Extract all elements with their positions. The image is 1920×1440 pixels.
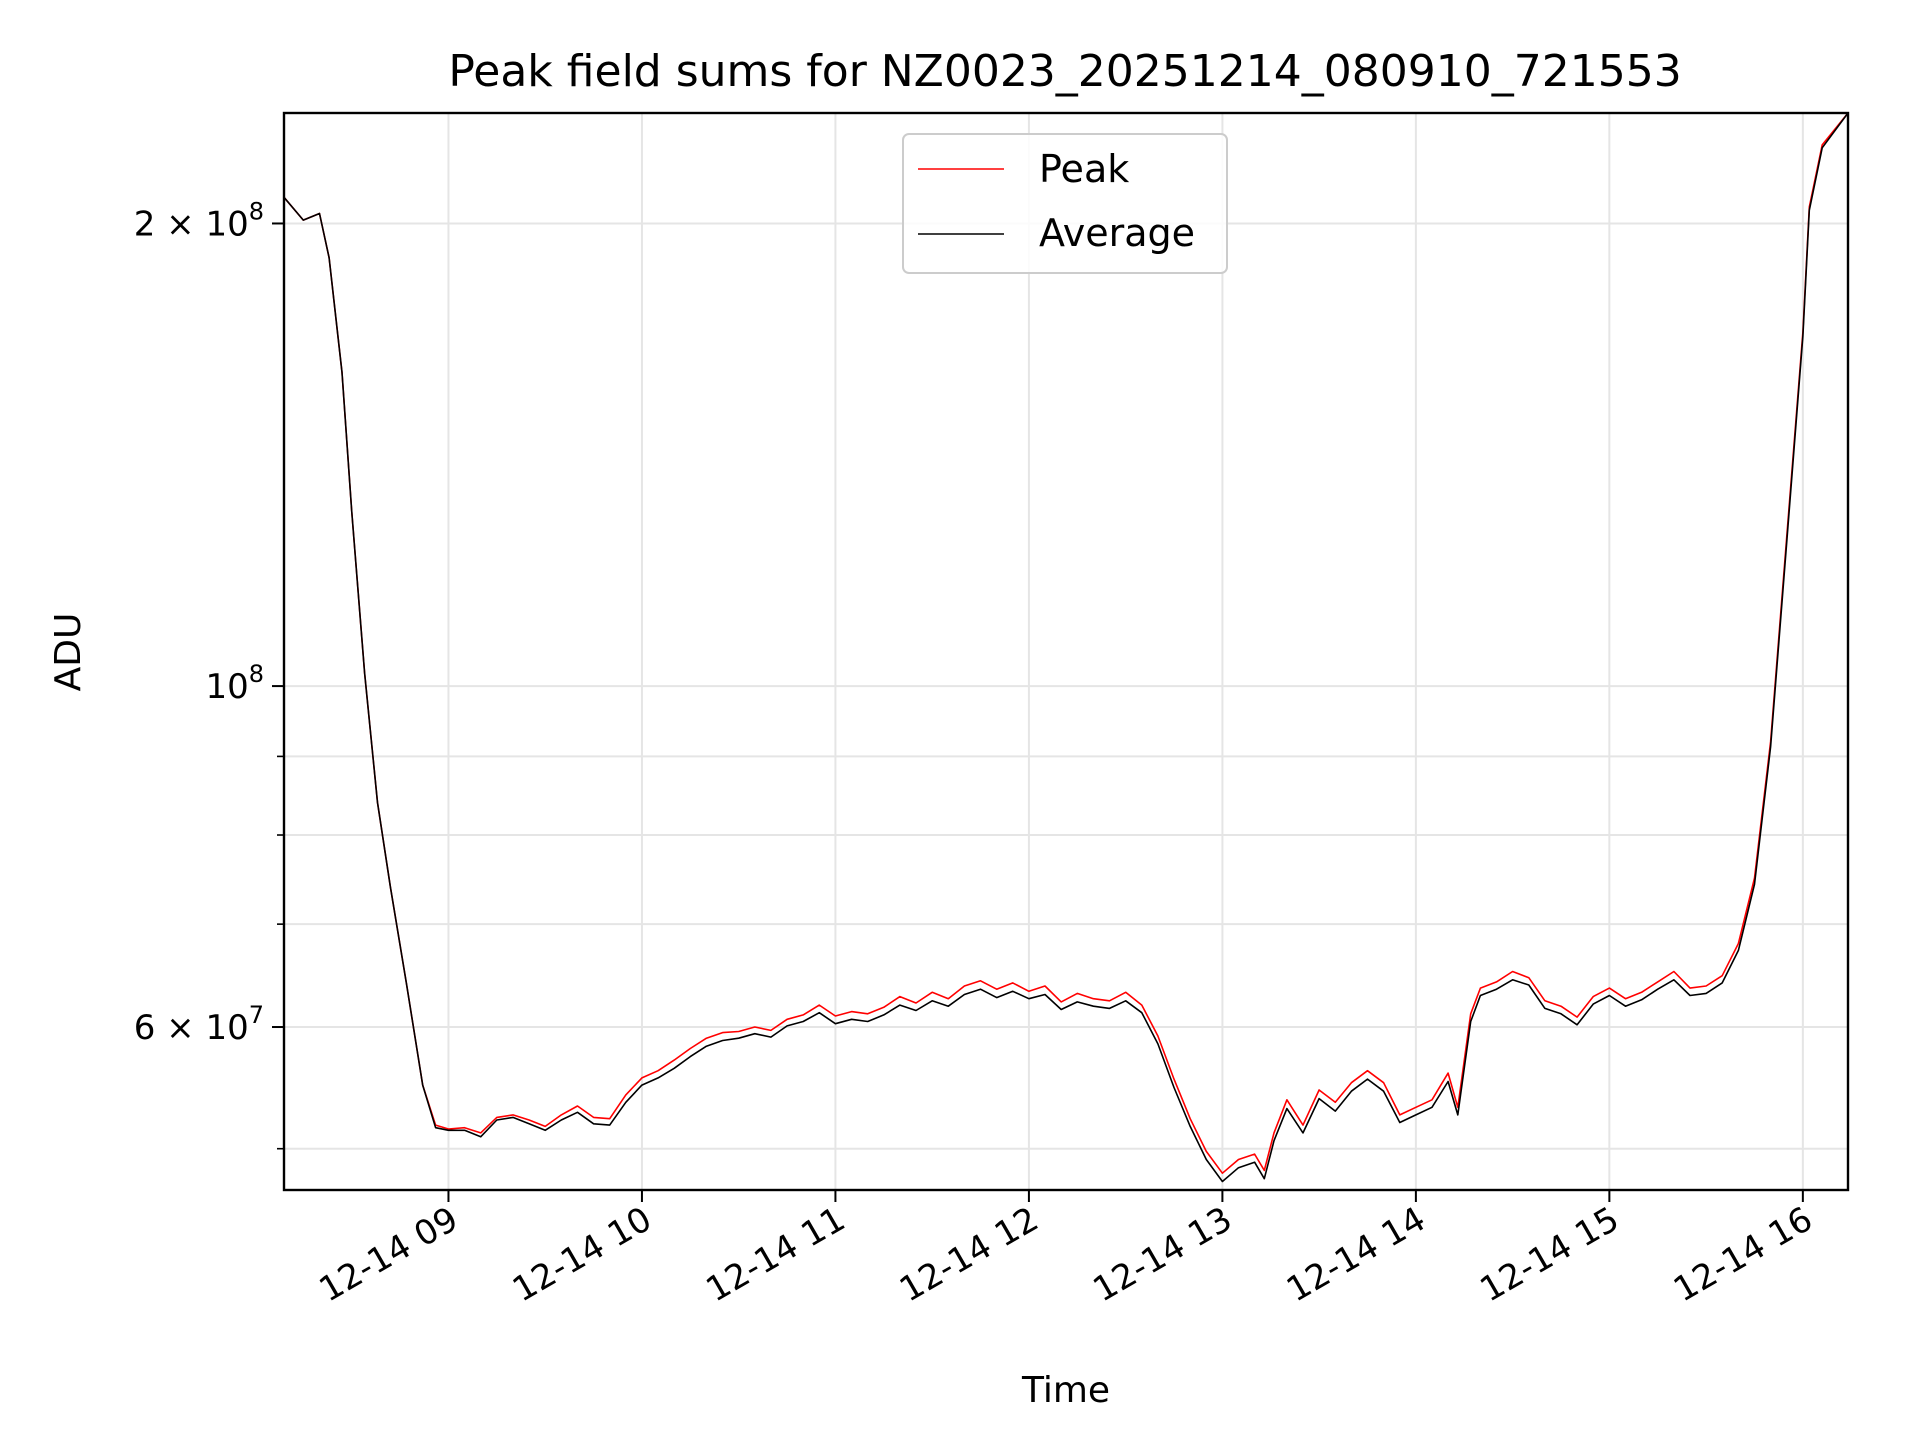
y-tick-label: 2 × 108 bbox=[134, 197, 264, 244]
plot-frame bbox=[282, 111, 1850, 1192]
y-tick-label: 108 bbox=[205, 660, 264, 707]
y-tick-label-exponent: 7 bbox=[249, 1001, 264, 1029]
y-tick-label-base: 10 bbox=[205, 667, 248, 707]
legend-peak-label: Peak bbox=[1039, 147, 1129, 191]
average-series-line bbox=[283, 112, 1849, 1183]
y-tick-label-base: 6 × 10 bbox=[134, 1008, 249, 1048]
y-tick-label-exponent: 8 bbox=[249, 197, 264, 225]
chart-title: Peak field sums for NZ0023_20251214_0809… bbox=[448, 46, 1681, 97]
y-tick-label-exponent: 8 bbox=[249, 660, 264, 688]
y-tick-label: 6 × 107 bbox=[134, 1001, 264, 1048]
legend: Peak Average bbox=[902, 133, 1228, 274]
y-tick-label-base: 2 × 10 bbox=[134, 204, 249, 244]
legend-average-label: Average bbox=[1039, 211, 1195, 255]
y-axis-label: ADU bbox=[48, 613, 89, 692]
x-axis-label: Time bbox=[1021, 1370, 1110, 1411]
peak-series-line bbox=[283, 112, 1849, 1174]
plot-area bbox=[283, 112, 1849, 1183]
